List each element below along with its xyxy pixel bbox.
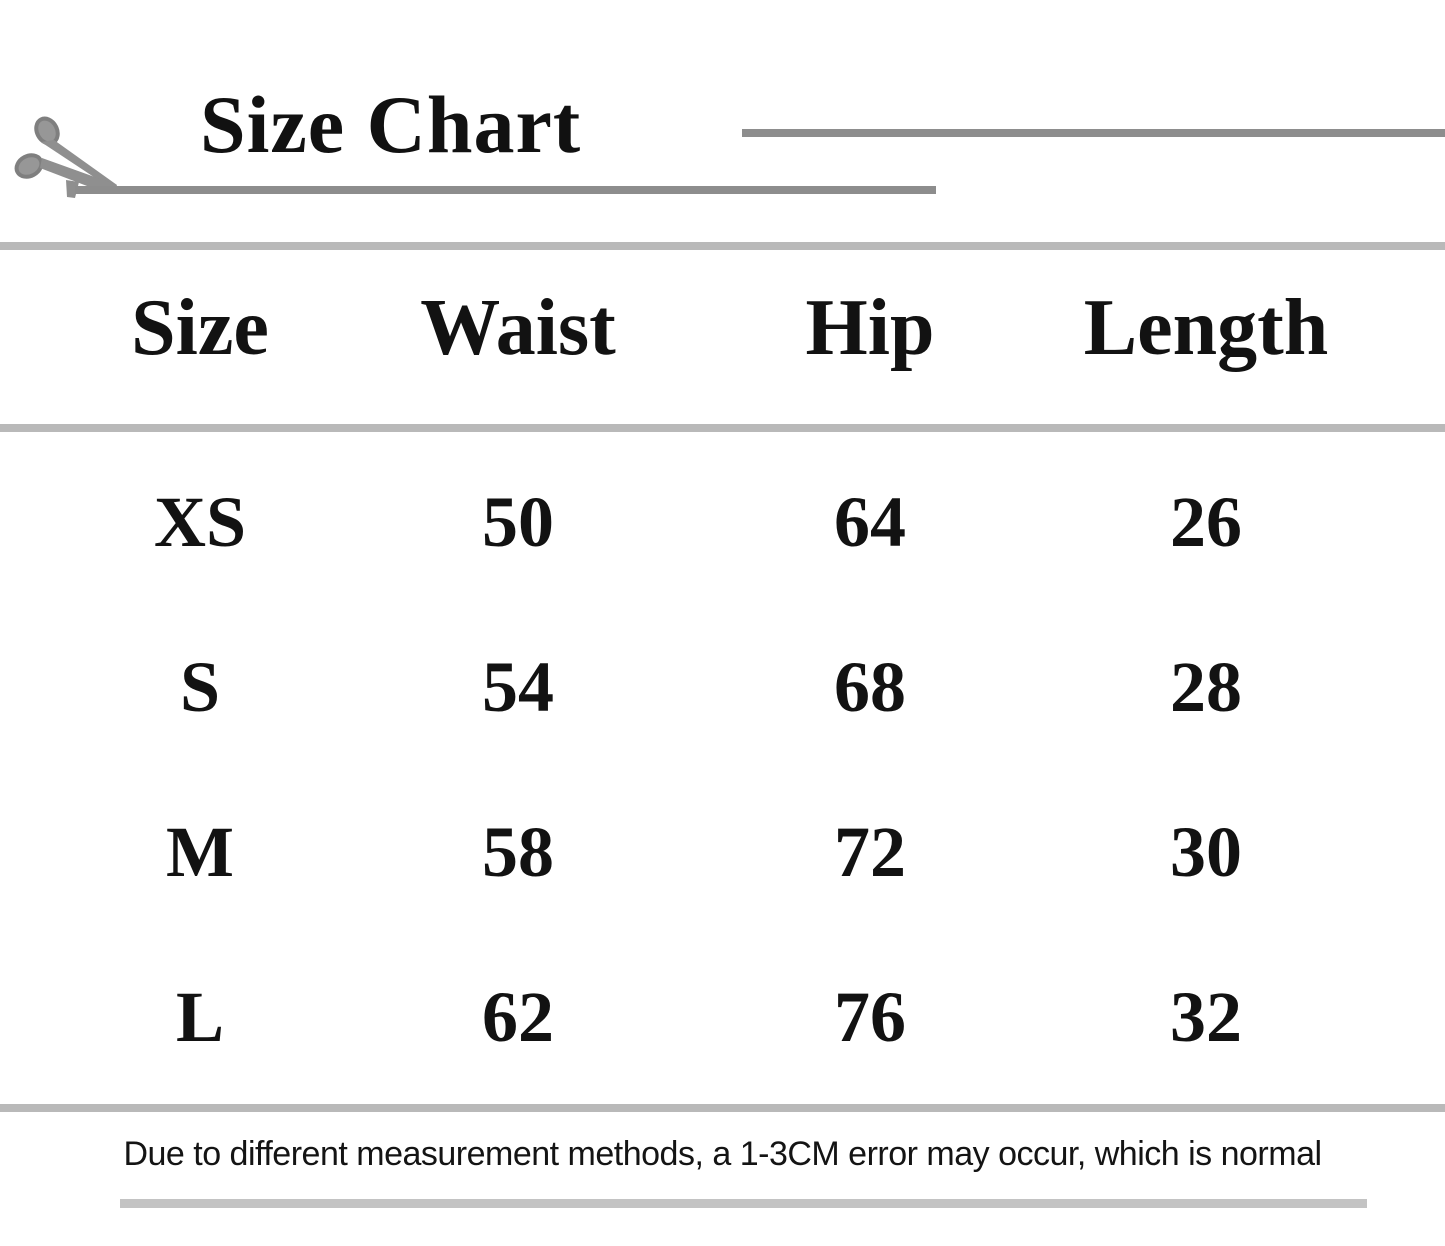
cell-size: XS [153, 482, 247, 562]
cell-hip: 72 [834, 812, 906, 892]
cell-hip: 64 [834, 482, 906, 562]
column-header-length: Length [1083, 283, 1329, 372]
footer-rule [120, 1199, 1367, 1208]
cell-waist: 50 [482, 482, 554, 562]
table-row-l: L 62 76 32 [0, 935, 1308, 1100]
cell-length: 26 [1170, 482, 1242, 562]
column-header-hip: Hip [805, 283, 935, 372]
column-header-size: Size [131, 283, 269, 372]
separator-body-bottom [0, 1104, 1445, 1112]
cell-waist: 58 [482, 812, 554, 892]
column-header-waist: Waist [420, 283, 616, 372]
cell-hip: 68 [834, 647, 906, 727]
cell-length: 28 [1170, 647, 1242, 727]
cell-size: S [179, 647, 221, 727]
table-row-xs: XS 50 64 26 [0, 440, 1308, 605]
table-header: Size Waist Hip Length [0, 245, 1329, 411]
table-row-m: M 58 72 30 [0, 770, 1308, 935]
measurement-note: Due to different measurement methods, a … [123, 1134, 1322, 1173]
cell-hip: 76 [834, 977, 906, 1057]
cell-size: L [175, 977, 225, 1057]
separator-header-bottom [0, 424, 1445, 432]
cell-waist: 54 [482, 647, 554, 727]
cell-length: 30 [1170, 812, 1242, 892]
table-row-s: S 54 68 28 [0, 605, 1308, 770]
scissors-icon [14, 116, 117, 198]
table-body: XS 50 64 26 S 54 68 28 M 58 72 30 L 62 7… [0, 440, 1308, 1100]
separator-top [0, 242, 1445, 250]
page-title: Size Chart [200, 79, 582, 170]
cell-waist: 62 [482, 977, 554, 1057]
title-rule-under [75, 186, 936, 194]
title-rule-right [742, 129, 1445, 137]
cell-length: 32 [1170, 977, 1242, 1057]
cell-size: M [166, 812, 234, 892]
